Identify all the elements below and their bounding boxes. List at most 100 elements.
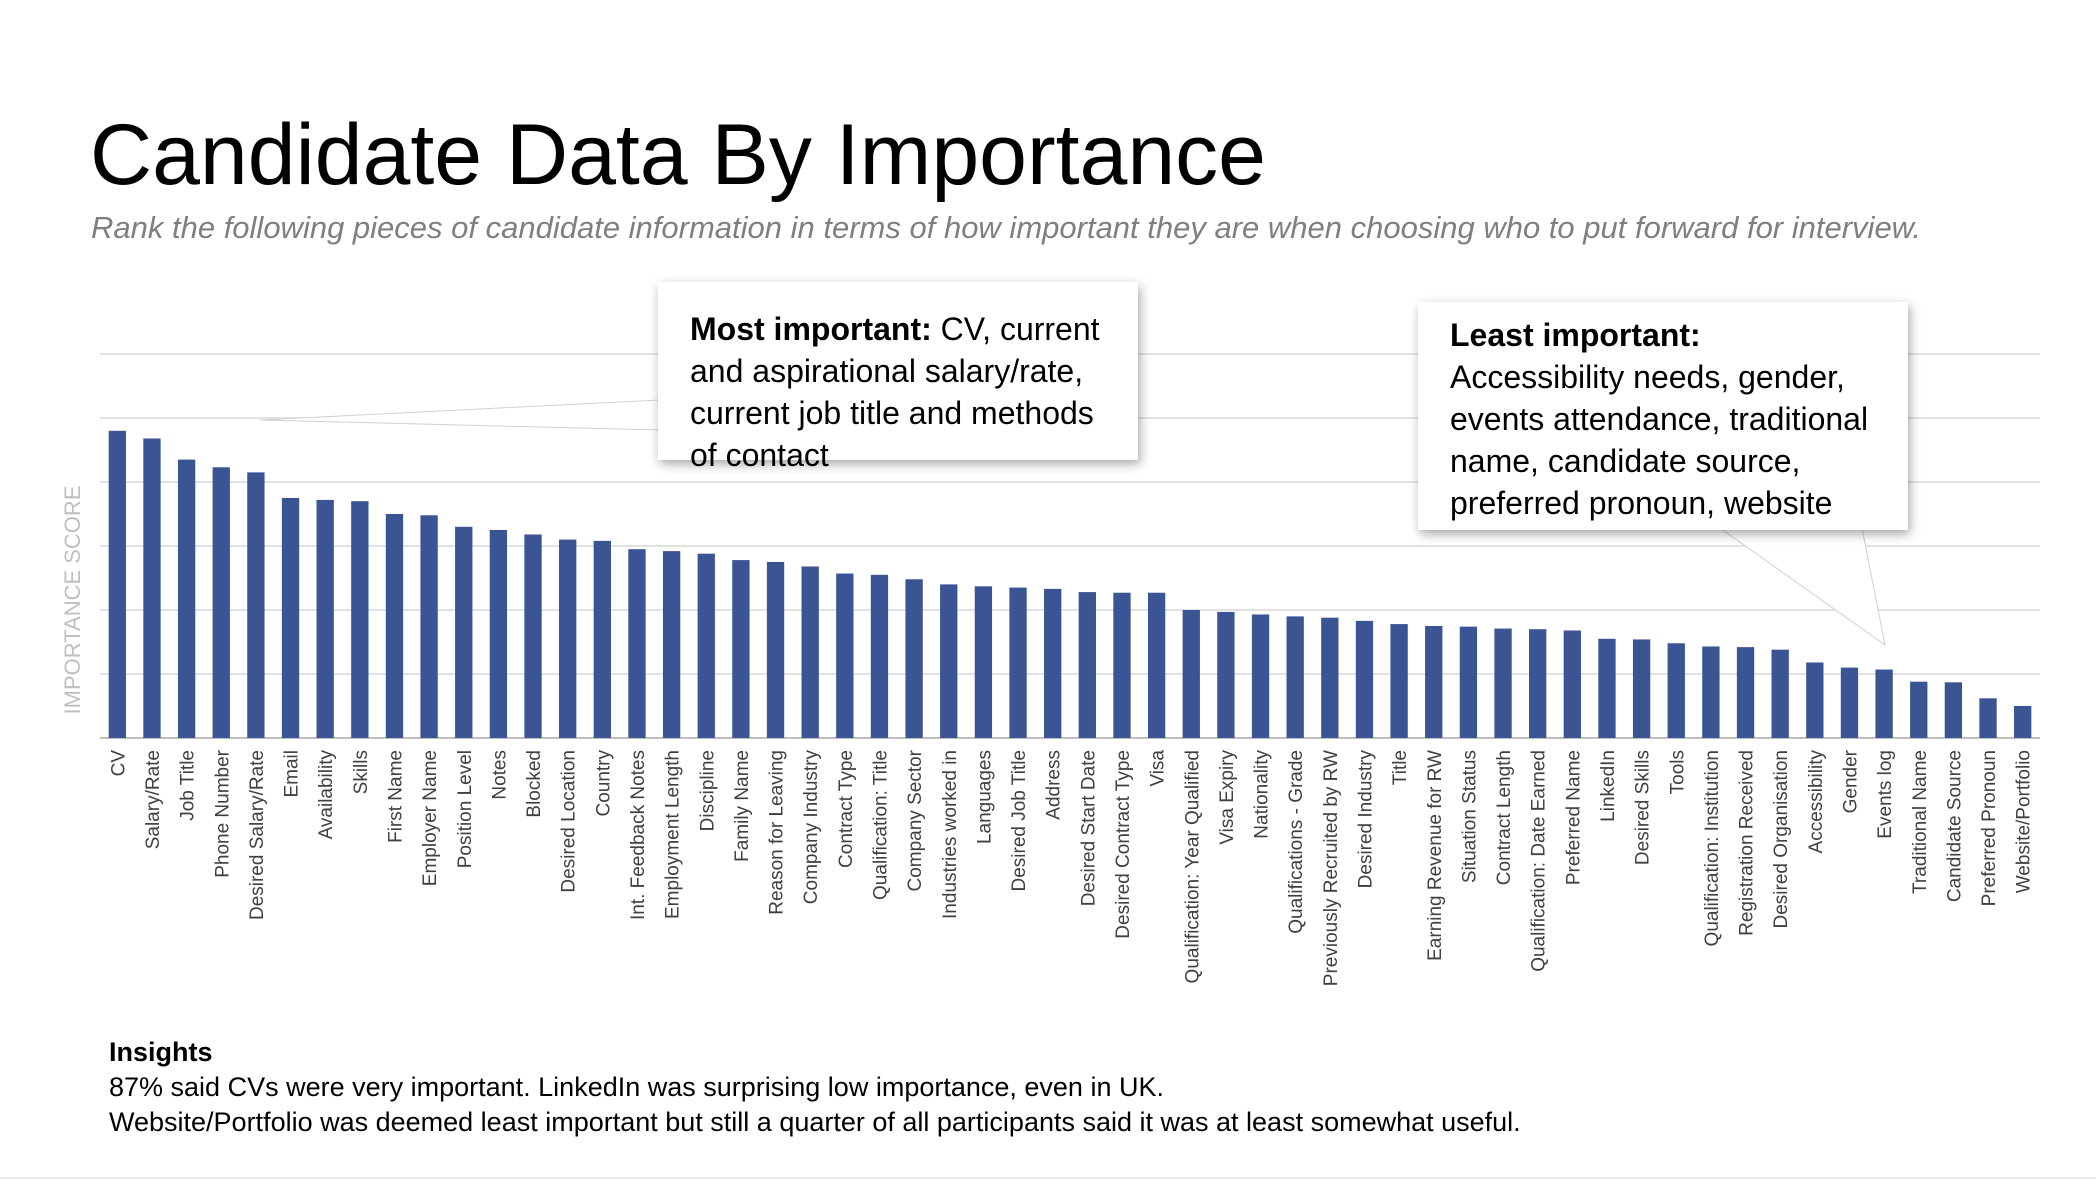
category-label: Events log xyxy=(1875,750,1896,839)
page-subtitle: Rank the following pieces of candidate i… xyxy=(91,210,1921,245)
callout-most-text: CV, current and aspirational salary/rate… xyxy=(690,311,1100,473)
bar xyxy=(1078,592,1096,738)
category-label: Position Level xyxy=(455,750,476,868)
category-label: Qualification: Title xyxy=(870,750,891,900)
bar xyxy=(1806,662,1824,738)
bar xyxy=(1113,592,1131,738)
category-label: Desired Job Title xyxy=(1009,750,1030,892)
category-label: Candidate Source xyxy=(1944,750,1965,902)
bar xyxy=(455,526,473,738)
bar xyxy=(1632,639,1651,738)
bar xyxy=(732,560,750,738)
insights-line-1: 87% said CVs were very important. Linked… xyxy=(109,1072,1164,1102)
bar xyxy=(1702,646,1720,738)
bar xyxy=(1771,649,1789,738)
callout-most-heading: Most important: xyxy=(690,311,932,347)
bar xyxy=(1563,630,1581,738)
bar xyxy=(559,539,577,738)
category-label: Qualification: Institution xyxy=(1702,750,1723,946)
y-axis-label: IMPORTANCE SCORE xyxy=(60,486,85,715)
category-label: Company Sector xyxy=(905,749,926,891)
category-label: Employer Name xyxy=(420,750,441,886)
bar xyxy=(1529,629,1547,738)
category-label: Previously Recruited by RW xyxy=(1321,750,1342,986)
category-label: Desired Salary/Rate xyxy=(247,750,268,920)
category-label: Tools xyxy=(1667,750,1688,794)
insights-line-2: Website/Portfolio was deemed least impor… xyxy=(109,1107,1521,1137)
bar xyxy=(766,562,785,738)
bar xyxy=(212,467,230,738)
bar xyxy=(836,573,854,738)
category-label: Accessibility xyxy=(1806,750,1827,854)
bar xyxy=(1598,638,1616,738)
category-label: Visa Expiry xyxy=(1217,750,1238,845)
category-label: Salary/Rate xyxy=(143,750,164,849)
bar xyxy=(1875,669,1893,738)
category-label: Situation Status xyxy=(1459,750,1480,883)
bar xyxy=(385,514,404,738)
bar xyxy=(1494,628,1512,738)
category-label: Skills xyxy=(351,750,372,794)
category-label: CV xyxy=(108,750,129,777)
bar xyxy=(1044,588,1062,738)
category-label: Desired Skills xyxy=(1633,750,1654,865)
bar xyxy=(1009,587,1027,738)
bar xyxy=(1321,617,1339,738)
category-label: First Name xyxy=(385,750,406,843)
bar xyxy=(1286,616,1304,738)
category-label: Int. Feedback Notes xyxy=(628,750,649,920)
callout-most-important: Most important: CV, current and aspirati… xyxy=(658,282,1138,473)
bar xyxy=(662,551,681,738)
category-label: Website/Portfolio xyxy=(2014,750,2035,893)
category-label: Registration Received xyxy=(1737,750,1758,936)
category-label: Qualifications - Grade xyxy=(1286,750,1307,934)
category-label: Nationality xyxy=(1252,750,1273,839)
category-label: Company Industry xyxy=(801,750,822,905)
bar xyxy=(1736,647,1755,738)
bar xyxy=(489,530,508,738)
category-label: Visa xyxy=(1148,750,1169,787)
category-label: Employment Length xyxy=(663,750,684,919)
bar xyxy=(524,534,542,738)
callout-least-text: Accessibility needs, gender, events atte… xyxy=(1450,359,1869,521)
category-label: Notes xyxy=(489,750,510,800)
bar xyxy=(420,515,438,738)
page-title: Candidate Data By Importance xyxy=(90,107,1266,203)
category-label: Languages xyxy=(974,750,995,844)
category-label: Family Name xyxy=(732,750,753,862)
category-label: Availability xyxy=(316,750,337,840)
category-label: Phone Number xyxy=(212,749,233,877)
category-label: Contract Type xyxy=(836,750,857,868)
bar xyxy=(1425,626,1443,738)
category-label: Country xyxy=(593,750,614,817)
category-label: Job Title xyxy=(178,750,199,821)
category-label: Contract Length xyxy=(1494,750,1515,885)
bar xyxy=(143,438,161,738)
bar xyxy=(351,501,369,738)
category-labels: CV Salary/Rate Job Title Phone Number Desire… xyxy=(108,749,2034,986)
category-label: Email xyxy=(282,750,303,798)
insights-section: Insights 87% said CVs were very importan… xyxy=(109,1035,1521,1140)
bar xyxy=(1944,682,1963,738)
bar xyxy=(177,459,196,738)
category-label: Earning Revenue for RW xyxy=(1425,750,1446,961)
bar xyxy=(905,579,923,738)
bar xyxy=(940,584,958,738)
category-label: Qualification: Year Qualified xyxy=(1182,750,1203,983)
category-label: Desired Start Date xyxy=(1078,750,1099,906)
bar xyxy=(281,498,300,738)
bar xyxy=(1182,610,1200,738)
category-label: Discipline xyxy=(697,750,718,831)
category-label: Desired Industry xyxy=(1355,750,1376,889)
insights-heading: Insights xyxy=(109,1037,213,1067)
bar xyxy=(1459,626,1478,738)
category-label: Preferred Name xyxy=(1563,750,1584,885)
category-label: Title xyxy=(1390,750,1411,785)
callout-least-important: Least important: Accessibility needs, ge… xyxy=(1418,302,1908,530)
bars xyxy=(108,430,2032,738)
bar xyxy=(1910,681,1928,738)
bar xyxy=(1355,620,1374,738)
bar xyxy=(628,549,646,738)
category-label: Desired Organisation xyxy=(1771,750,1792,928)
category-label: Desired Location xyxy=(559,750,580,893)
